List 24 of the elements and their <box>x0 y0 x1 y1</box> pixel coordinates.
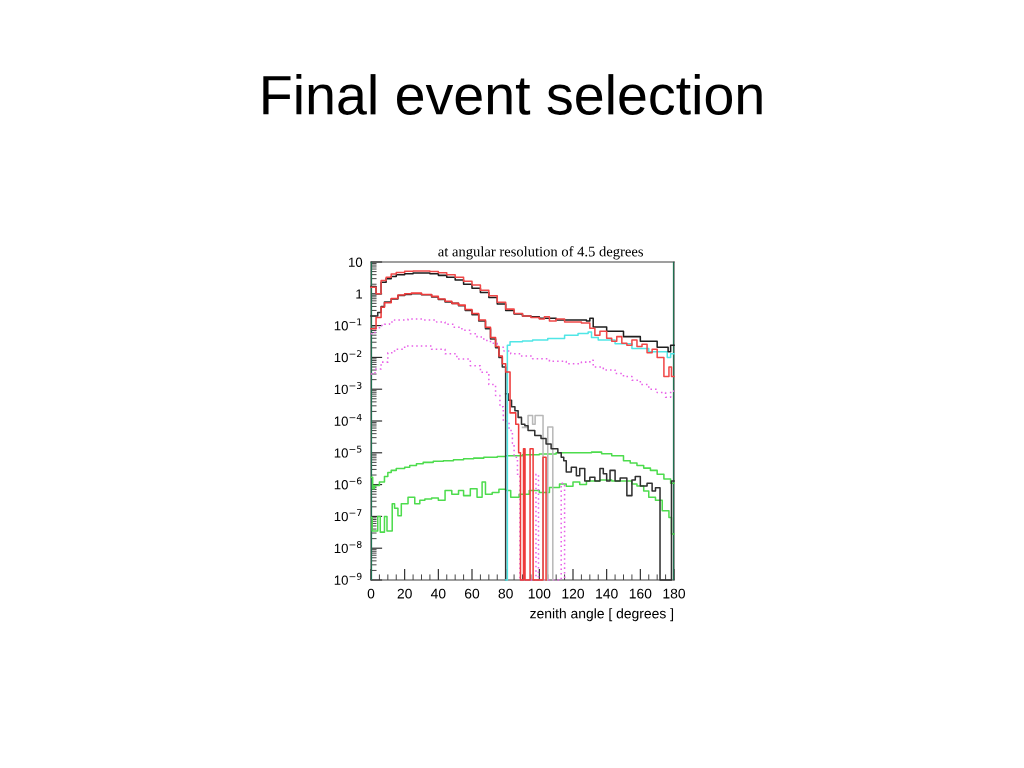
x-tick-label: 80 <box>498 588 513 599</box>
x-axis-title: zenith angle [ degrees ] <box>530 608 674 622</box>
y-tick-label: 10$^{−1}$ <box>334 318 362 331</box>
y-tick-label: 10$^{−3}$ <box>334 381 362 395</box>
x-tick-label: 120 <box>562 588 585 599</box>
x-tick-label: 140 <box>596 588 618 599</box>
x-tick-label: 0 <box>367 588 375 599</box>
y-tick-label: 10$^{−7}$ <box>334 509 362 522</box>
y-tick-label: 10$^{−8}$ <box>334 540 362 554</box>
x-tick-label: 40 <box>430 588 446 599</box>
chart-subtitle: at angular resolution of 4.5 degrees <box>438 246 644 260</box>
chart-title: Final event selection <box>263 74 762 115</box>
y-tick-label: 10$^{−9}$ <box>334 572 362 585</box>
y-tick-label: 10 <box>349 257 363 267</box>
x-tick-label: 100 <box>528 588 551 599</box>
x-tick-label: 160 <box>629 588 652 599</box>
y-tick-label: 10$^{−5}$ <box>334 445 362 458</box>
x-tick-label: 20 <box>397 588 412 599</box>
y-tick-label: 1 <box>356 289 363 299</box>
x-tick-label: 180 <box>663 588 686 599</box>
y-tick-label: 10$^{−2}$ <box>334 350 362 363</box>
y-tick-label: 10$^{−4}$ <box>334 413 362 426</box>
y-tick-label: 10$^{−6}$ <box>334 477 362 490</box>
x-tick-label: 60 <box>464 588 480 599</box>
